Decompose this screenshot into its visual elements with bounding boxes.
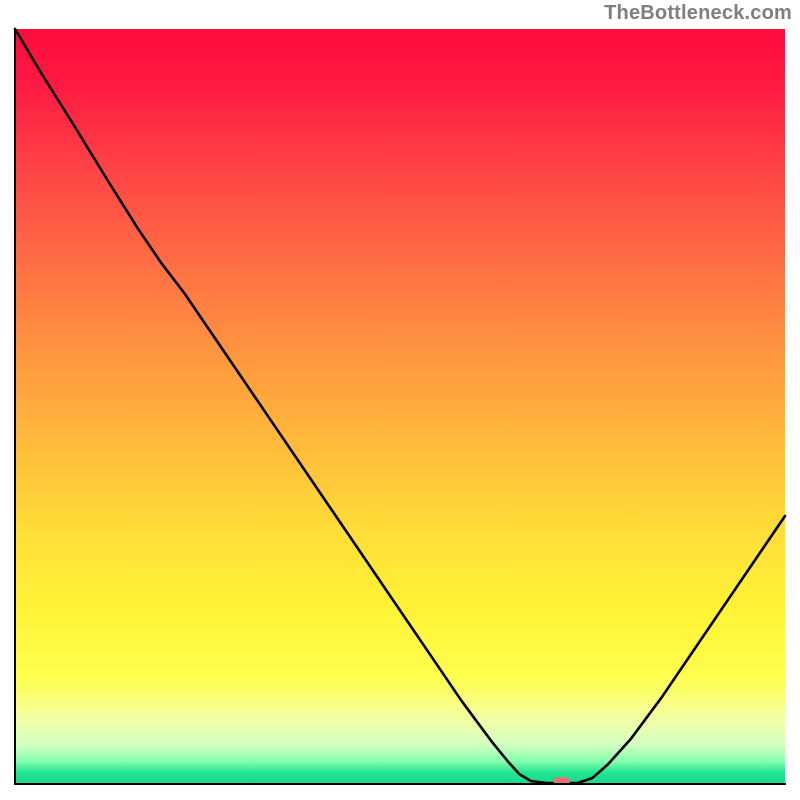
plot-background — [15, 29, 785, 784]
bottleneck-chart-svg — [0, 0, 800, 800]
watermark-text: TheBottleneck.com — [604, 2, 792, 25]
chart-stage: TheBottleneck.com — [0, 0, 800, 800]
